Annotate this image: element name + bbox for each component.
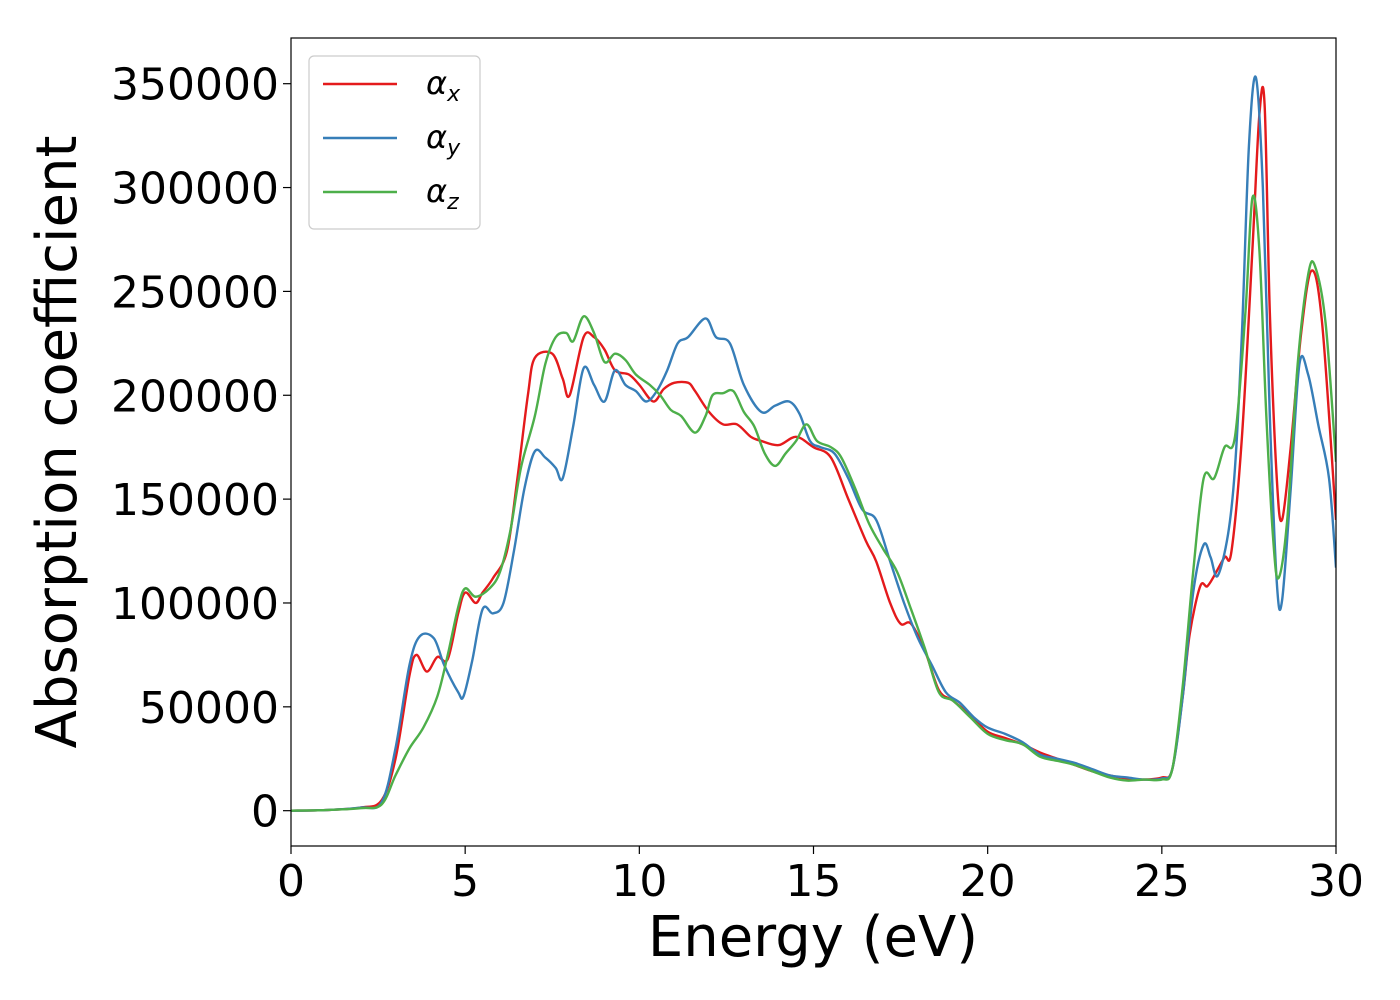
y-tick-label: 300000	[111, 164, 279, 215]
legend-label-y: αy	[426, 118, 461, 161]
x-tick-label: 10	[611, 856, 667, 907]
x-tick-label: 0	[277, 856, 305, 907]
y-tick-label: 100000	[111, 579, 279, 630]
series-line-z	[291, 194, 1336, 812]
x-tick-label: 5	[451, 856, 479, 907]
y-tick-label: 50000	[139, 683, 279, 734]
y-axis: 0 50000 100000 150000 200000 250000 300000 3500…	[111, 60, 291, 838]
series-line-x	[291, 85, 1336, 812]
y-tick-label: 250000	[111, 267, 279, 318]
y-tick-label: 150000	[111, 475, 279, 526]
x-axis: 0 5 10 15 20 25 30	[277, 846, 1364, 907]
x-tick-label: 20	[960, 856, 1016, 907]
series-line-y	[291, 75, 1336, 812]
x-tick-label: 15	[786, 856, 842, 907]
x-tick-label: 25	[1134, 856, 1190, 907]
y-tick-label: 0	[251, 787, 279, 838]
x-axis-title: Energy (eV)	[648, 905, 978, 970]
y-axis-title: Absorption coefficient	[25, 136, 90, 749]
legend-label-x: αx	[426, 64, 461, 107]
y-tick-label: 350000	[111, 60, 279, 111]
legend: αx αy αz	[308, 55, 481, 230]
legend-label-z: αz	[426, 172, 459, 215]
legend-box	[308, 55, 481, 230]
y-tick-label: 200000	[111, 371, 279, 422]
plot-lines	[291, 75, 1336, 812]
x-tick-label: 30	[1308, 856, 1364, 907]
